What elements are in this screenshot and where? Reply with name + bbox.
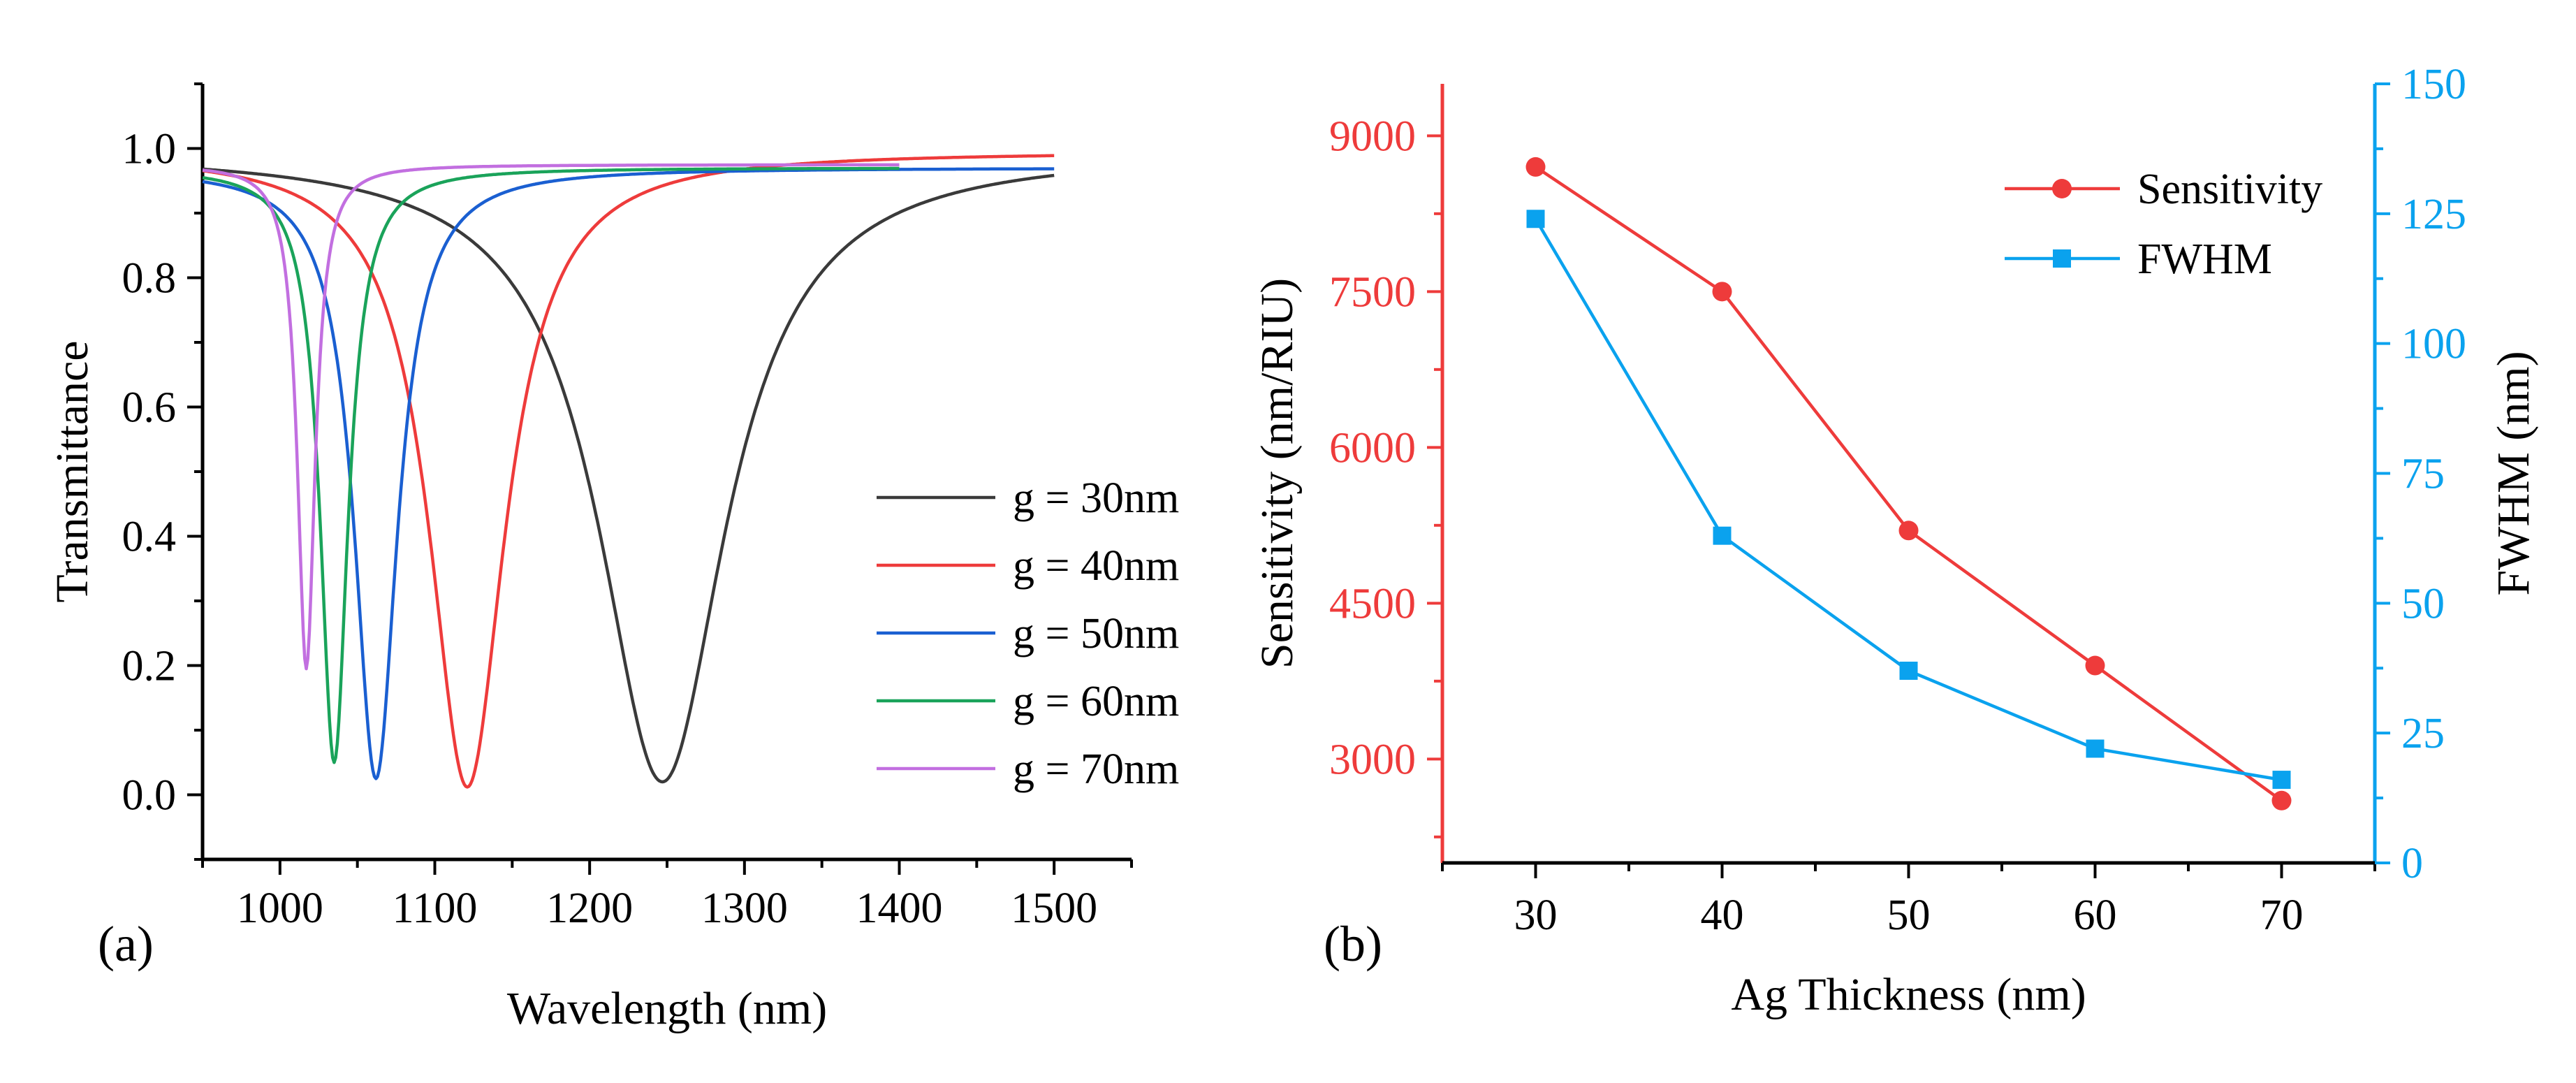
right-y-tick-label: 25 — [2401, 710, 2445, 757]
x-tick-label: 60 — [2074, 892, 2117, 939]
legend-label: g = 40nm — [1013, 542, 1179, 590]
left-y-tick-label: 4500 — [1329, 580, 1416, 627]
series-line-g70nm — [202, 163, 900, 671]
left-y-tick-label: 7500 — [1329, 268, 1416, 316]
left-y-axis-title: Sensitivity (nm/RIU) — [1252, 278, 1303, 669]
series-line-g30nm — [202, 167, 1055, 784]
series-line-g60nm — [202, 166, 900, 764]
panel-label: (a) — [98, 916, 154, 972]
x-tick-label: 30 — [1514, 892, 1558, 939]
legend-label: g = 30nm — [1013, 474, 1179, 522]
left-y-tick-label: 9000 — [1329, 112, 1416, 160]
sensitivity-point — [1525, 157, 1546, 177]
sensitivity-point — [1898, 521, 1919, 541]
x-tick-label: 1500 — [1011, 885, 1097, 932]
panel-b-sensitivity-fwhm-chart: 30 40 50 60 70 3000 4500 6000 7500 9000 0 25 50 75 100… — [1252, 61, 2539, 1020]
fwhm-point — [1526, 210, 1545, 228]
x-tick-label: 70 — [2260, 892, 2304, 939]
sensitivity-point — [2085, 655, 2105, 676]
legend-label: g = 50nm — [1013, 610, 1179, 657]
legend-marker — [2052, 179, 2072, 198]
legend-label: g = 70nm — [1013, 746, 1179, 793]
x-tick-label: 1400 — [856, 885, 943, 932]
legend-label: FWHM — [2137, 235, 2272, 283]
x-axis-title: Ag Thickness (nm) — [1731, 969, 2086, 1020]
legend-label: Sensitivity — [2137, 166, 2322, 213]
x-tick-label: 1200 — [546, 885, 633, 932]
series-line-g50nm — [202, 167, 1055, 780]
sensitivity-point — [1712, 282, 1732, 302]
fwhm-point — [2086, 739, 2105, 758]
left-y-tick-label: 3000 — [1329, 736, 1416, 783]
x-tick-label: 40 — [1701, 892, 1744, 939]
right-y-tick-label: 150 — [2401, 61, 2466, 108]
right-y-tick-label: 125 — [2401, 191, 2466, 238]
right-y-tick-label: 75 — [2401, 451, 2445, 498]
legend-label: g = 60nm — [1013, 678, 1179, 725]
panel-a-transmittance-chart: 1000 1100 1200 1300 1400 1500 0.0 0.2 0.4 0.6 0.8 1… — [47, 82, 1179, 1034]
y-tick-label: 0.0 — [122, 772, 177, 820]
right-y-axis-title: FWHM (nm) — [2488, 351, 2539, 595]
series-line-g40nm — [202, 154, 1055, 789]
fwhm-point — [2272, 771, 2291, 790]
x-axis-title: Wavelength (nm) — [507, 983, 827, 1034]
legend-marker — [2053, 249, 2071, 268]
right-y-tick-label: 50 — [2401, 580, 2445, 627]
x-tick-label: 1300 — [701, 885, 788, 932]
sensitivity-point — [2271, 790, 2292, 811]
panel-label: (b) — [1324, 916, 1382, 972]
right-y-tick-label: 100 — [2401, 321, 2466, 368]
fwhm-point — [1713, 526, 1732, 545]
y-tick-label: 0.6 — [122, 384, 177, 432]
y-tick-label: 1.0 — [122, 126, 177, 173]
x-tick-label: 1000 — [237, 885, 323, 932]
y-axis-title: Transmittance — [47, 340, 98, 602]
right-y-tick-label: 0 — [2401, 840, 2423, 887]
y-tick-label: 0.8 — [122, 255, 177, 303]
fwhm-point — [1899, 661, 1918, 680]
y-tick-label: 0.2 — [122, 643, 177, 690]
x-tick-label: 50 — [1887, 892, 1931, 939]
y-tick-label: 0.4 — [122, 514, 177, 561]
x-tick-label: 1100 — [393, 885, 478, 932]
left-y-tick-label: 6000 — [1329, 424, 1416, 472]
